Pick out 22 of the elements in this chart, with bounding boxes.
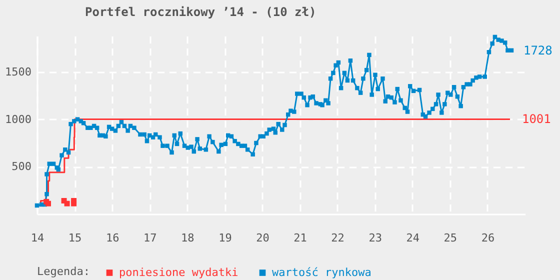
legend-label: poniesione wydatki — [119, 266, 238, 279]
y-tick-label: 1500 — [5, 65, 32, 78]
x-tick-label: 16 — [106, 232, 120, 244]
x-tick-label: 20 — [256, 232, 270, 244]
x-tick-label: 21 — [294, 232, 307, 244]
x-tick-label: 17 — [143, 232, 157, 244]
x-tick-label: 23 — [368, 232, 382, 244]
x-tick-label: 14 — [30, 232, 44, 244]
x-tick-label: 22 — [331, 232, 344, 244]
y-tick-label: 1000 — [5, 112, 32, 126]
x-tick-label: 15 — [68, 232, 82, 244]
x-tick-label: 24 — [406, 232, 420, 244]
annotation: 1001 — [522, 112, 551, 126]
x-tick-label: 18 — [181, 232, 194, 244]
y-tick-label: 500 — [12, 160, 32, 174]
x-tick-label: 19 — [218, 232, 232, 244]
annotation: 1728 — [523, 43, 552, 58]
x-tick-label: 25 — [444, 232, 458, 244]
legend-title: Legenda: — [37, 265, 90, 278]
legend-label: wartość rynkowa — [272, 266, 372, 279]
x-tick-label: 26 — [481, 232, 495, 244]
chart-title: Portfel rocznikowy ’14 - (10 zł) — [85, 4, 316, 19]
